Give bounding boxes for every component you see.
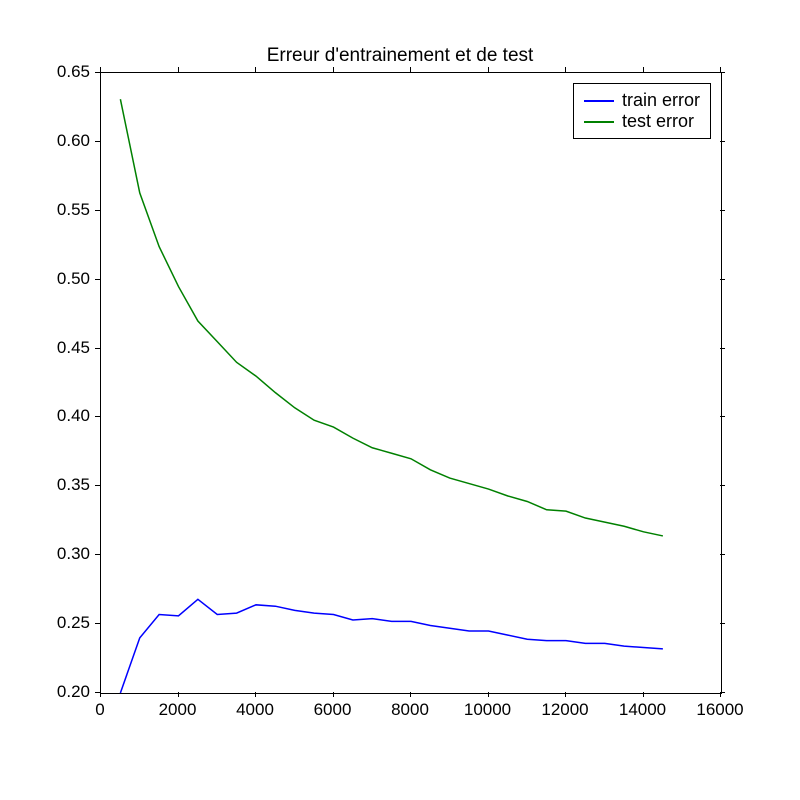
xtick-mark (333, 692, 334, 697)
ytick-label: 0.35 (45, 475, 90, 495)
ytick-label: 0.55 (45, 200, 90, 220)
xtick-mark (178, 692, 179, 697)
xtick-mark (488, 692, 489, 697)
ytick-mark (95, 279, 100, 280)
ytick-mark (720, 416, 725, 417)
xtick-mark (488, 67, 489, 72)
ytick-mark (720, 141, 725, 142)
ytick-label: 0.40 (45, 406, 90, 426)
xtick-mark (565, 692, 566, 697)
xtick-label: 16000 (696, 700, 743, 720)
ytick-mark (95, 554, 100, 555)
xtick-mark (100, 692, 101, 697)
legend-swatch (584, 100, 614, 102)
legend-item: train error (584, 90, 700, 111)
ytick-mark (720, 279, 725, 280)
xtick-label: 0 (95, 700, 104, 720)
xtick-label: 8000 (391, 700, 429, 720)
xtick-label: 12000 (541, 700, 588, 720)
ytick-label: 0.60 (45, 131, 90, 151)
legend: train errortest error (573, 83, 711, 139)
ytick-mark (95, 72, 100, 73)
xtick-label: 10000 (464, 700, 511, 720)
ytick-label: 0.50 (45, 269, 90, 289)
xtick-label: 4000 (236, 700, 274, 720)
ytick-mark (720, 72, 725, 73)
ytick-mark (95, 485, 100, 486)
ytick-mark (95, 623, 100, 624)
ytick-label: 0.65 (45, 62, 90, 82)
xtick-mark (100, 67, 101, 72)
ytick-mark (95, 348, 100, 349)
xtick-mark (255, 692, 256, 697)
xtick-mark (333, 67, 334, 72)
ytick-label: 0.20 (45, 682, 90, 702)
plot-area: train errortest error (100, 72, 722, 694)
legend-label: test error (622, 111, 694, 132)
legend-item: test error (584, 111, 700, 132)
ytick-label: 0.45 (45, 338, 90, 358)
ytick-mark (95, 141, 100, 142)
ytick-label: 0.25 (45, 613, 90, 633)
ytick-mark (720, 692, 725, 693)
series-line (120, 599, 663, 693)
xtick-label: 14000 (619, 700, 666, 720)
legend-swatch (584, 121, 614, 123)
ytick-label: 0.30 (45, 544, 90, 564)
chart-title: Erreur d'entrainement et de test (0, 45, 800, 67)
ytick-mark (95, 692, 100, 693)
ytick-mark (95, 210, 100, 211)
xtick-mark (565, 67, 566, 72)
ytick-mark (720, 623, 725, 624)
ytick-mark (720, 210, 725, 211)
xtick-mark (255, 67, 256, 72)
ytick-mark (720, 348, 725, 349)
xtick-mark (178, 67, 179, 72)
series-line (120, 99, 663, 536)
xtick-label: 6000 (314, 700, 352, 720)
xtick-mark (643, 67, 644, 72)
xtick-mark (410, 692, 411, 697)
chart-lines-svg (101, 73, 721, 693)
ytick-mark (95, 416, 100, 417)
ytick-mark (720, 485, 725, 486)
xtick-mark (410, 67, 411, 72)
ytick-mark (720, 554, 725, 555)
xtick-label: 2000 (159, 700, 197, 720)
chart-figure: Erreur d'entrainement et de test train e… (0, 0, 800, 800)
legend-label: train error (622, 90, 700, 111)
xtick-mark (643, 692, 644, 697)
